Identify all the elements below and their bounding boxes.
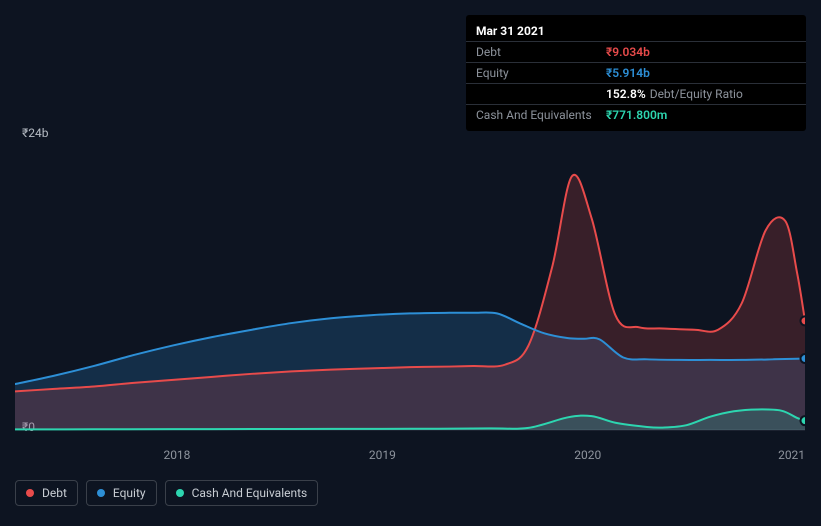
legend-label: Debt bbox=[42, 486, 67, 500]
series-end-marker bbox=[801, 354, 806, 363]
area-chart bbox=[15, 140, 805, 440]
tooltip-row-label: Cash And Equivalents bbox=[476, 108, 606, 122]
x-axis-label: 2020 bbox=[574, 448, 601, 462]
x-axis: 2018 2019 2020 2021 bbox=[15, 448, 805, 466]
tooltip-row-label: Equity bbox=[476, 66, 606, 80]
x-axis-label: 2021 bbox=[778, 448, 805, 462]
legend-dot bbox=[26, 489, 34, 497]
chart-tooltip: Mar 31 2021 Debt₹9.034bEquity₹5.914b152.… bbox=[466, 15, 806, 131]
tooltip-row: Cash And Equivalents₹771.800m bbox=[466, 104, 806, 125]
tooltip-date: Mar 31 2021 bbox=[476, 24, 545, 38]
legend-item[interactable]: Debt bbox=[15, 480, 78, 506]
tooltip-row: Debt₹9.034b bbox=[466, 41, 806, 62]
legend-label: Equity bbox=[113, 486, 146, 500]
tooltip-row: 152.8% Debt/Equity Ratio bbox=[466, 83, 806, 104]
tooltip-row-value: ₹771.800m bbox=[606, 108, 667, 122]
series-area bbox=[15, 175, 805, 430]
tooltip-row-label: Debt bbox=[476, 45, 606, 59]
tooltip-row-value: ₹5.914b bbox=[606, 66, 650, 80]
legend-dot bbox=[176, 489, 184, 497]
series-end-marker bbox=[801, 416, 806, 425]
x-axis-label: 2019 bbox=[369, 448, 396, 462]
tooltip-row-value: 152.8% bbox=[606, 87, 646, 101]
chart-legend: Debt Equity Cash And Equivalents bbox=[15, 480, 318, 506]
y-axis-label-max: ₹24b bbox=[22, 126, 48, 140]
legend-item[interactable]: Cash And Equivalents bbox=[165, 480, 319, 506]
tooltip-row: Equity₹5.914b bbox=[466, 62, 806, 83]
tooltip-row-value: ₹9.034b bbox=[606, 45, 650, 59]
legend-item[interactable]: Equity bbox=[86, 480, 157, 506]
series-end-marker bbox=[801, 316, 806, 325]
legend-dot bbox=[97, 489, 105, 497]
x-axis-label: 2018 bbox=[163, 448, 190, 462]
tooltip-row-sublabel: Debt/Equity Ratio bbox=[650, 87, 743, 101]
legend-label: Cash And Equivalents bbox=[192, 486, 308, 500]
tooltip-row-label bbox=[476, 87, 606, 101]
